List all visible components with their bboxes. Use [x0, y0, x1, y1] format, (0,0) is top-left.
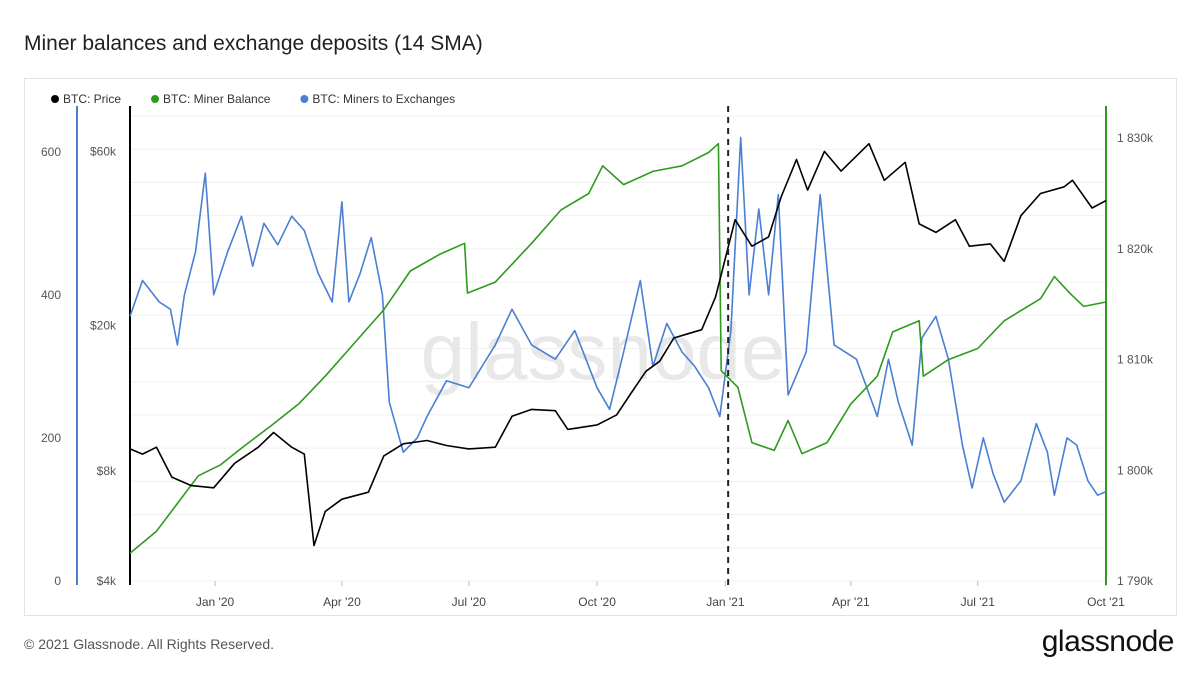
x-tick-label: Jan '20: [196, 595, 235, 609]
x-tick-label: Apr '21: [832, 595, 870, 609]
legend-label: BTC: Price: [63, 92, 121, 106]
right-tick-label: 1 820k: [1117, 242, 1154, 256]
legend-marker: [151, 95, 160, 103]
legend: BTC: Price BTC: Miner Balance BTC: Miners …: [51, 92, 455, 106]
left-outer-tick-label: 200: [41, 431, 61, 445]
chart-title: Miner balances and exchange deposits (14…: [24, 32, 483, 55]
chart-svg: BTC: Price BTC: Miner Balance BTC: Miners …: [41, 92, 1154, 609]
series-line-btc-price: [129, 142, 1107, 547]
x-tick-label: Jan '21: [706, 595, 745, 609]
series-line-btc-miner-balance: [129, 142, 1107, 554]
left-outer-tick-label: 600: [41, 145, 61, 159]
right-tick-label: 1 810k: [1117, 353, 1154, 367]
axes: Jan '20 Apr '20 Jul '20 Oct '20 Jan '21 Apr '…: [41, 106, 1154, 609]
series-line-btc-miners-to-exchanges: [129, 136, 1107, 504]
left-inner-tick-label: $20k: [90, 319, 117, 333]
x-tick-label: Apr '20: [323, 595, 361, 609]
legend-label: BTC: Miner Balance: [163, 92, 271, 106]
left-inner-tick-label: $4k: [97, 574, 117, 588]
right-tick-label: 1 830k: [1117, 131, 1154, 145]
left-inner-tick-label: $60k: [90, 144, 117, 158]
left-outer-tick-label: 0: [54, 574, 61, 588]
x-tick-label: Oct '20: [578, 595, 616, 609]
right-tick-label: 1 790k: [1117, 574, 1154, 588]
x-tick-label: Jul '20: [452, 595, 487, 609]
series-layer: [129, 136, 1107, 554]
left-inner-tick-label: $8k: [97, 464, 117, 478]
glassnode-logo: glassnode: [1041, 625, 1175, 658]
copyright-footer: © 2021 Glassnode. All Rights Reserved.: [24, 636, 275, 652]
chart-panel: BTC: Price BTC: Miner Balance BTC: Miners …: [24, 78, 1177, 616]
legend-label: BTC: Miners to Exchanges: [312, 92, 455, 106]
x-tick-label: Oct '21: [1087, 595, 1125, 609]
x-tick-label: Jul '21: [961, 595, 996, 609]
right-tick-label: 1 800k: [1117, 463, 1154, 477]
legend-marker: [51, 95, 59, 103]
legend-marker: [300, 95, 309, 103]
left-outer-tick-label: 400: [41, 288, 61, 302]
